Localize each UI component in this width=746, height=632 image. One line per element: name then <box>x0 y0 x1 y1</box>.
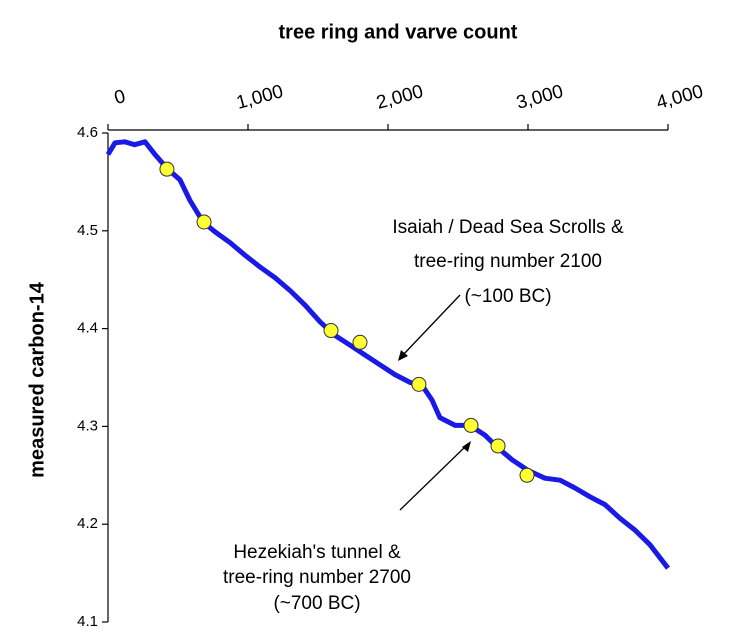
chart-title: tree ring and varve count <box>279 21 518 43</box>
arrow-head <box>398 350 408 361</box>
arrow <box>401 294 461 357</box>
arrow-head <box>462 441 471 452</box>
x-tick-label: 1,000 <box>234 81 285 114</box>
marker <box>196 214 212 230</box>
annotation: (~100 BC) <box>464 286 551 307</box>
y-tick-label: 4.5 <box>77 222 98 239</box>
y-tick-label: 4.1 <box>77 613 98 630</box>
marker <box>519 467 535 483</box>
marker <box>352 334 368 350</box>
x-tick-label: 2,000 <box>374 81 425 114</box>
marker <box>463 417 479 433</box>
annotation: (~700 BC) <box>273 593 360 614</box>
y-tick-label: 4.4 <box>77 320 98 337</box>
annotation: tree-ring number 2700 <box>223 567 411 588</box>
y-tick-label: 4.2 <box>77 515 98 532</box>
annotation: Hezekiah's tunnel & <box>233 542 401 563</box>
data-line <box>105 139 670 570</box>
marker <box>490 438 506 454</box>
marker <box>159 161 175 177</box>
marker <box>323 323 339 339</box>
x-tick-label: 3,000 <box>514 81 565 114</box>
arrow <box>399 444 468 511</box>
y-tick-label: 4.6 <box>77 124 98 141</box>
y-tick-label: 4.3 <box>77 417 98 434</box>
x-tick-label: 4,000 <box>654 81 705 114</box>
annotation: Isaiah / Dead Sea Scrolls & <box>392 217 624 238</box>
marker <box>411 376 427 392</box>
y-axis-label: measured carbon-14 <box>26 281 48 478</box>
x-tick-label: 0 <box>112 86 128 109</box>
annotation: tree-ring number 2100 <box>414 251 602 272</box>
